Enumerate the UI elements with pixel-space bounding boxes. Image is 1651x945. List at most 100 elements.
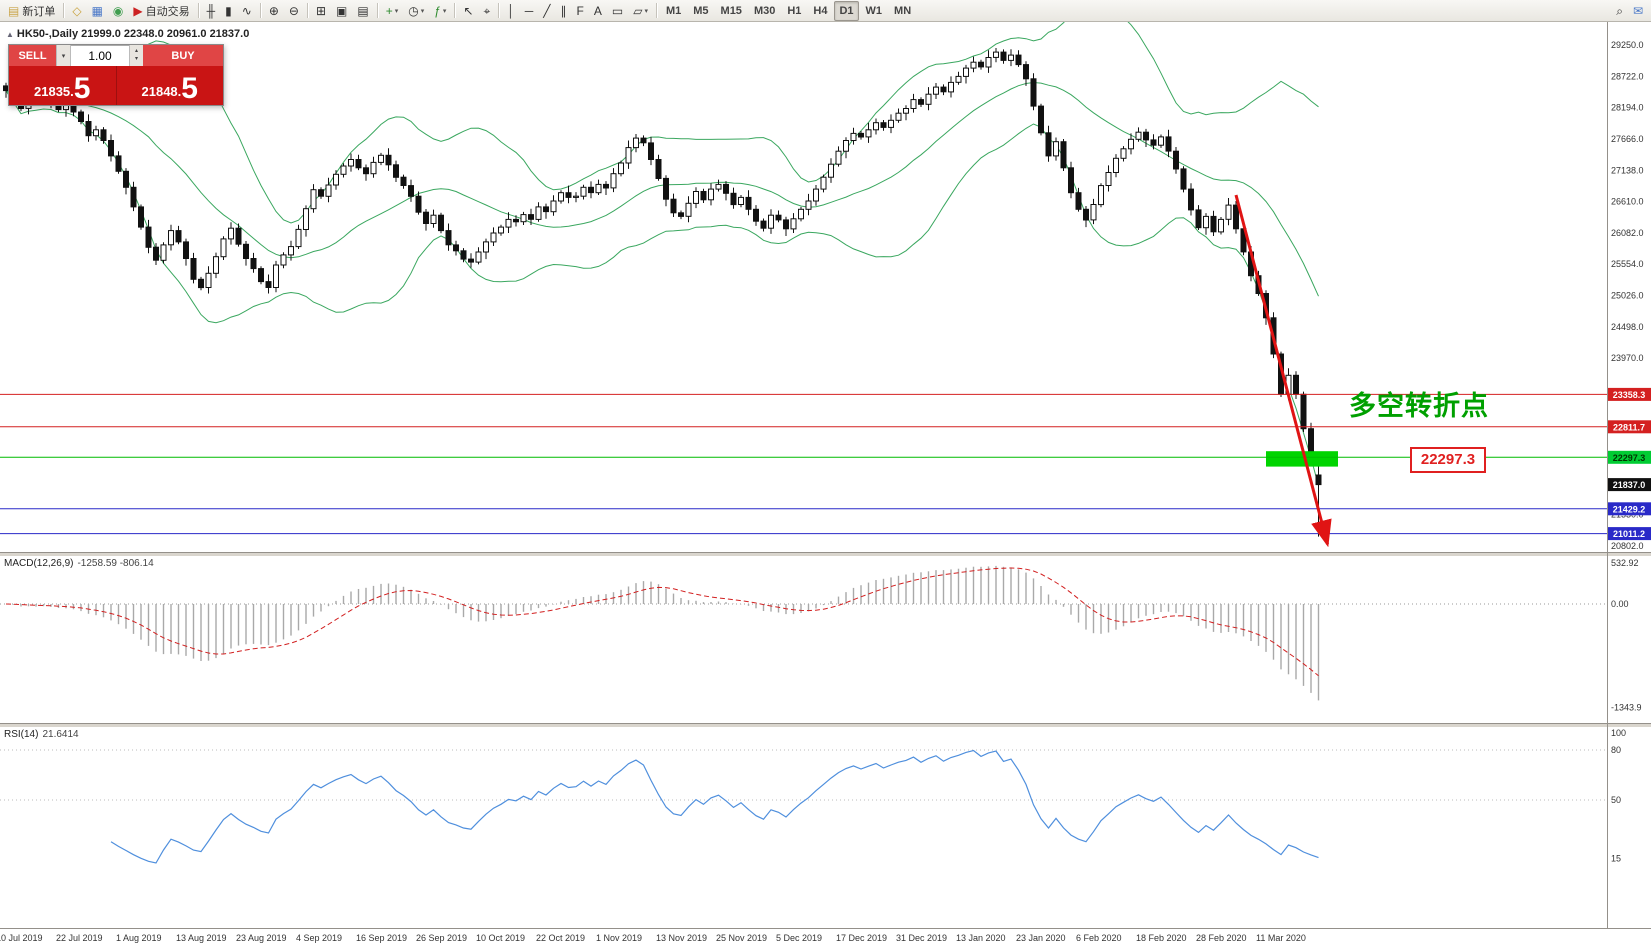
- timeframe-m15-button[interactable]: M15: [716, 1, 747, 21]
- svg-text:18 Feb 2020: 18 Feb 2020: [1136, 933, 1187, 943]
- chart-window: 29250.0 28722.0 28194.0 27666.0 27138.0 26610…: [0, 22, 1651, 945]
- arrange-windows-button-icon: ▤: [357, 3, 369, 18]
- turning-point-annotation: 多空转折点: [1349, 391, 1489, 421]
- volume-up-icon[interactable]: ▴: [134, 48, 138, 55]
- market-depth-button-icon: ◇: [72, 3, 82, 18]
- timeframe-m5-button[interactable]: M5: [688, 1, 713, 21]
- new-order-button[interactable]: ▤ 新订单: [4, 1, 59, 21]
- svg-text:20802.0: 20802.0: [1611, 541, 1644, 551]
- chart-period-button[interactable]: ◷ ▾: [404, 1, 428, 21]
- cursor-button[interactable]: ↖: [459, 1, 477, 21]
- candlestick-chart-button[interactable]: ▮: [221, 1, 236, 21]
- data-window-button[interactable]: ▦: [88, 1, 107, 21]
- rsi-value: 21.6414: [42, 729, 79, 740]
- svg-text:26 Sep 2019: 26 Sep 2019: [416, 933, 467, 943]
- buy-button[interactable]: BUY: [143, 45, 223, 66]
- sell-options-caret[interactable]: ▾: [56, 45, 71, 66]
- timeframe-mn-button[interactable]: MN: [889, 1, 916, 21]
- timeframe-m1-button[interactable]: M1: [661, 1, 686, 21]
- crosshair-button[interactable]: ⌖: [480, 1, 495, 21]
- market-depth-button[interactable]: ◇: [68, 1, 85, 21]
- timeframe-h4-button-label: H4: [813, 4, 828, 17]
- data-window-button-icon: ▦: [91, 3, 103, 18]
- webinar-button[interactable]: ◉: [109, 1, 127, 21]
- timeframe-w1-button[interactable]: W1: [861, 1, 888, 21]
- timeframe-h1-button[interactable]: H1: [782, 1, 806, 21]
- sell-price-big-digit: 5: [73, 71, 91, 105]
- toolbar-separator: [655, 3, 657, 18]
- vertical-line-button[interactable]: │: [503, 1, 519, 21]
- timeframe-h1-button-label: H1: [787, 4, 802, 17]
- price-chart-canvas[interactable]: 29250.0 28722.0 28194.0 27666.0 27138.0 26610…: [0, 22, 1651, 945]
- svg-text:13 Nov 2019: 13 Nov 2019: [656, 933, 707, 943]
- equidistant-channel-button[interactable]: ∥: [557, 1, 571, 21]
- buy-price-big-digit: 5: [181, 71, 198, 105]
- svg-text:23 Aug 2019: 23 Aug 2019: [236, 933, 287, 943]
- new-chart-button[interactable]: + ▾: [382, 1, 403, 21]
- community-button-icon: ✉: [1632, 3, 1643, 18]
- trendline-button[interactable]: ╱: [539, 1, 554, 21]
- one-click-trading-widget: SELL ▾ ▴▾ BUY 21835.5 21848.5: [8, 44, 224, 106]
- zoom-out-button[interactable]: ⊖: [285, 1, 303, 21]
- text-label-button-icon: ▭: [611, 3, 624, 18]
- shapes-button[interactable]: ▱ ▾: [629, 1, 652, 21]
- svg-text:16 Sep 2019: 16 Sep 2019: [356, 933, 407, 943]
- shapes-button-caret[interactable]: ▾: [644, 7, 648, 15]
- timeframe-mn-button-label: MN: [894, 4, 912, 17]
- fibonacci-button[interactable]: F: [573, 1, 588, 21]
- svg-text:23358.3: 23358.3: [1613, 390, 1646, 400]
- timeframe-m30-button[interactable]: M30: [749, 1, 780, 21]
- timeframe-d1-button[interactable]: D1: [834, 0, 859, 21]
- bar-chart-button[interactable]: ╫: [203, 1, 220, 21]
- arrange-windows-button[interactable]: ▤: [353, 1, 372, 21]
- text-label-button[interactable]: ▭: [608, 1, 627, 21]
- fibonacci-button-icon: F: [576, 3, 584, 18]
- new-chart-button-caret[interactable]: ▾: [394, 7, 399, 15]
- chart-period-button-caret[interactable]: ▾: [420, 7, 425, 15]
- cascade-windows-button[interactable]: ▣: [332, 1, 351, 21]
- sell-button[interactable]: SELL: [9, 45, 56, 66]
- volume-stepper[interactable]: ▴ ▾: [129, 45, 143, 66]
- main-toolbar: ▤ 新订单 ◇ ▦ ◉ ▶ 自动交易 ╫ ▮ ∿ ⊕ ⊖ ⊞ ▣ ▤ + ▾ ◷ ▾ ƒ ▾ ↖ ⌖ │ ─ ╱ ∥ F A ▭ ▱ ▾ M1 M…: [0, 0, 1651, 22]
- svg-text:28194.0: 28194.0: [1611, 103, 1644, 113]
- webinar-button-icon: ◉: [112, 3, 124, 18]
- toolbar-separator: [306, 3, 308, 18]
- svg-text:28 Feb 2020: 28 Feb 2020: [1196, 933, 1247, 943]
- svg-text:22 Oct 2019: 22 Oct 2019: [536, 933, 585, 943]
- price-callout[interactable]: 22297.3: [1410, 447, 1486, 473]
- svg-text:24498.0: 24498.0: [1611, 322, 1644, 332]
- volume-input[interactable]: [71, 45, 129, 66]
- search-symbols-button[interactable]: ⌕: [1612, 1, 1627, 21]
- svg-text:15: 15: [1611, 853, 1621, 863]
- svg-text:1 Nov 2019: 1 Nov 2019: [596, 933, 642, 943]
- macd-values: -1258.59 -806.14: [77, 558, 154, 569]
- tile-windows-button[interactable]: ⊞: [312, 1, 330, 21]
- price-divider: [115, 66, 117, 105]
- autotrading-button[interactable]: ▶ 自动交易: [129, 1, 193, 21]
- timeframe-m30-button-label: M30: [753, 4, 776, 17]
- svg-text:22297.3: 22297.3: [1613, 453, 1646, 463]
- indicators-button-icon: ƒ: [434, 3, 441, 18]
- text-button-icon: A: [593, 3, 602, 18]
- chart-ohlc-title: ▲ HK50-,Daily 21999.0 22348.0 20961.0 218…: [6, 28, 249, 40]
- text-button[interactable]: A: [590, 1, 606, 21]
- timeframe-h4-button[interactable]: H4: [808, 1, 832, 21]
- indicators-button-caret[interactable]: ▾: [442, 7, 447, 15]
- tile-windows-button-icon: ⊞: [315, 3, 327, 18]
- zoom-in-button[interactable]: ⊕: [265, 1, 283, 21]
- indicators-button[interactable]: ƒ ▾: [430, 1, 450, 21]
- line-chart-button[interactable]: ∿: [238, 1, 256, 21]
- sell-price[interactable]: 21835. 5: [9, 66, 116, 105]
- svg-text:27666.0: 27666.0: [1611, 134, 1644, 144]
- timeframe-d1-button-label: D1: [839, 4, 854, 17]
- buy-price[interactable]: 21848. 5: [117, 66, 224, 105]
- sell-price-main: 21835.: [34, 84, 74, 99]
- timeframe-w1-button-label: W1: [865, 4, 883, 17]
- horizontal-line-button-icon: ─: [524, 3, 534, 18]
- macd-label: MACD(12,26,9): [4, 558, 74, 569]
- volume-down-icon[interactable]: ▾: [134, 55, 138, 62]
- horizontal-line-button[interactable]: ─: [521, 1, 538, 21]
- macd-panel-label: MACD(12,26,9) -1258.59 -806.14: [4, 558, 154, 569]
- community-button[interactable]: ✉: [1629, 1, 1647, 21]
- svg-text:4 Sep 2019: 4 Sep 2019: [296, 933, 342, 943]
